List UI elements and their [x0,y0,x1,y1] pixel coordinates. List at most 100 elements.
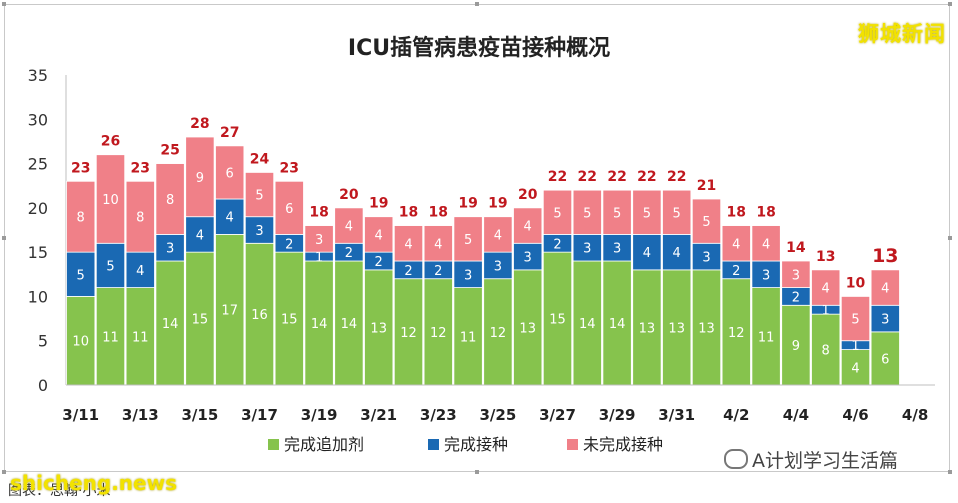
resize-handle[interactable] [948,236,952,240]
data-label: 1 [851,339,859,354]
wechat-account-name: A计划学习生活篇 [752,450,898,472]
bar-segment [662,234,692,271]
total-label: 18 [309,205,328,221]
bar-segment [632,234,662,271]
bar-segment [781,260,811,288]
total-label: 18 [727,205,746,221]
data-label: 4 [643,246,651,261]
data-label: 5 [613,206,621,221]
x-tick-label: 3/17 [241,406,278,424]
bar-stack: 13 4 5 22 [632,169,662,386]
bar-segment [274,180,304,235]
legend-label: 完成接种 [444,435,508,454]
data-label: 12 [400,326,417,341]
bar-segment [215,145,245,200]
resize-handle[interactable] [475,2,479,6]
bar-stack: 11 3 4 18 [751,205,781,386]
bar-segment [334,260,364,386]
data-label: 11 [102,330,119,345]
data-label: 2 [434,264,442,279]
data-label: 15 [192,313,209,328]
bar-segment [125,251,155,288]
data-label: 4 [881,282,889,297]
data-label: 14 [162,317,179,332]
bar-segment [662,269,692,386]
resize-handle[interactable] [475,470,479,474]
legend: 完成追加剂 完成接种 未完成接种 [268,435,663,454]
total-label: 22 [637,169,656,185]
data-label: 2 [375,255,383,270]
data-label: 4 [732,237,740,252]
y-tick-label: 0 [38,376,48,395]
data-label: 5 [673,206,681,221]
bar-stack: 12 3 4 19 [483,196,513,386]
bar-stack: 12 2 4 18 [393,205,424,386]
total-label: 23 [131,160,150,176]
x-tick-label: 4/8 [902,406,928,424]
bar-segment [513,207,543,244]
resize-handle[interactable] [948,470,952,474]
bar-stack: 11 3 5 19 [453,196,483,386]
data-label: 4 [226,211,234,226]
data-label: 9 [196,171,204,186]
resize-handle[interactable] [2,2,6,6]
total-label: 19 [369,196,388,212]
data-label: 13 [668,321,685,336]
bar-stack: 14 3 8 25 [155,143,185,386]
data-label: 5 [106,259,114,274]
bar-segment [632,269,662,386]
x-tick-label: 4/2 [723,406,749,424]
data-label: 5 [553,206,561,221]
total-label: 18 [399,205,418,221]
bar-segment [662,189,692,235]
data-label: 12 [430,326,447,341]
total-label: 22 [667,169,686,185]
bar-stack: 12 2 4 18 [423,205,453,386]
data-label: 5 [702,215,710,230]
bar-segment [66,180,96,253]
bar-segment [66,251,96,297]
total-label: 19 [458,196,477,212]
y-tick-label: 20 [28,199,48,218]
data-label: 6 [881,352,889,367]
total-label: 20 [518,187,538,203]
data-label: 4 [196,228,204,243]
bar-stack: 15 2 6 23 [274,160,304,386]
resize-handle[interactable] [948,2,952,6]
data-label: 3 [255,224,263,239]
data-label: 6 [226,166,234,181]
y-tick-label: 25 [28,155,48,174]
data-label: 4 [375,228,383,243]
bar-segment [542,251,573,386]
bar-stack: 4 1 5 10 [840,275,871,386]
bar-segment [244,172,275,218]
bar-segment [542,189,573,235]
bar-segment [513,269,543,386]
data-label: 4 [762,237,770,252]
resize-handle[interactable] [2,470,6,474]
bar-segment [304,225,334,253]
bar-segment [840,296,871,342]
x-tick-label: 3/25 [480,406,517,424]
total-label: 13 [872,245,898,267]
bar-segment [632,189,662,235]
bar-stack: 13 2 4 19 [364,196,394,386]
bar-segment [334,207,364,244]
bar-segment [721,225,751,262]
bar-stack: 10 5 8 23 [66,160,96,386]
bar-stack: 8 1 4 13 [811,249,841,386]
total-label: 10 [846,275,866,291]
data-label: 10 [102,193,119,208]
y-tick-label: 15 [28,243,48,262]
data-label: 2 [553,237,561,252]
bar-segment [572,260,602,386]
data-label: 13 [370,321,387,336]
data-label: 3 [881,313,889,328]
total-label: 18 [756,205,775,221]
bar-stack: 11 4 8 23 [125,160,155,386]
data-label: 1 [315,251,323,266]
bar-segment [691,198,722,244]
bar-segment [155,260,185,386]
resize-handle[interactable] [2,236,6,240]
